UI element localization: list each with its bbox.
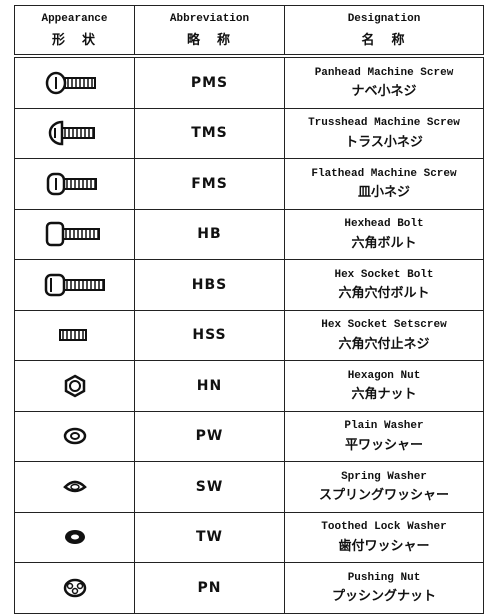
appearance-cell [14, 259, 135, 311]
part-icon [64, 374, 85, 398]
part-icon [63, 428, 86, 445]
table-row: TMS Trusshead Machine Screw トラス小ネジ [14, 107, 484, 159]
abbreviation-cell: TW [134, 511, 285, 563]
designation-jp: 平ワッシャー [344, 436, 423, 452]
designation-en: Hexhead Bolt [344, 218, 424, 231]
table-row: SW Spring Washer スプリングワッシャー [14, 461, 484, 513]
header-row: Appearance 形 状 Abbreviation 略 称 Designatio… [14, 5, 484, 58]
appearance-cell [14, 410, 135, 462]
designation-jp: 六角穴付止ネジ [338, 335, 430, 351]
table-row: PW Plain Washer 平ワッシャー [14, 410, 484, 462]
designation-en: Flathead Machine Screw [311, 167, 457, 180]
designation-cell: Flathead Machine Screw 皿小ネジ [284, 158, 484, 210]
header-text: Appearance [41, 12, 108, 25]
appearance-cell [14, 158, 135, 210]
table-row: HSS Hex Socket Setscrew 六角穴付止ネジ [14, 309, 484, 361]
table-row: TW Toothed Lock Washer 歯付ワッシャー [14, 511, 484, 563]
designation-en: Panhead Machine Screw [314, 66, 454, 79]
table-row: PN Pushing Nut プッシングナット [14, 562, 484, 614]
designation-cell: Plain Washer 平ワッシャー [284, 410, 484, 462]
abbreviation-cell: HB [134, 208, 285, 260]
designation-en: Hex Socket Setscrew [321, 319, 447, 332]
parts-table: Appearance 形 状 Abbreviation 略 称 Designatio… [14, 5, 484, 614]
table-row: PMS Panhead Machine Screw ナベ小ネジ [14, 55, 484, 109]
header-text: Abbreviation [169, 12, 250, 25]
abbreviation-cell: FMS [134, 158, 285, 210]
abbreviation-cell: PMS [134, 55, 285, 109]
header-cell: Abbreviation 略 称 [134, 5, 285, 58]
designation-en: Trusshead Machine Screw [308, 117, 460, 130]
designation-jp: 六角ボルト [351, 234, 417, 250]
designation-cell: Hex Socket Setscrew 六角穴付止ネジ [284, 309, 484, 361]
abbreviation-cell: HN [134, 360, 285, 412]
designation-en: Hex Socket Bolt [334, 268, 434, 281]
part-icon [45, 71, 96, 94]
designation-jp: 六角穴付ボルト [338, 285, 430, 301]
part-icon [48, 120, 95, 146]
table-row: HN Hexagon Nut 六角ナット [14, 360, 484, 412]
header-cell: Appearance 形 状 [14, 5, 135, 58]
part-icon [46, 172, 97, 195]
designation-jp: ナベ小ネジ [351, 83, 417, 99]
header-text: 名 称 [361, 31, 407, 47]
appearance-cell [14, 360, 135, 412]
abbreviation-cell: PW [134, 410, 285, 462]
header-text: 略 称 [186, 31, 232, 47]
header-cell: Designation 名 称 [284, 5, 484, 58]
table-row: HB Hexhead Bolt 六角ボルト [14, 208, 484, 260]
designation-cell: Panhead Machine Screw ナベ小ネジ [284, 55, 484, 109]
designation-cell: Pushing Nut プッシングナット [284, 562, 484, 614]
table-body: PMS Panhead Machine Screw ナベ小ネジ TMS Trusshea… [14, 55, 484, 614]
appearance-cell [14, 309, 135, 361]
designation-en: Toothed Lock Washer [321, 521, 447, 534]
designation-cell: Hex Socket Bolt 六角穴付ボルト [284, 259, 484, 311]
table-row: FMS Flathead Machine Screw 皿小ネジ [14, 158, 484, 210]
header-text: 形 状 [51, 31, 97, 47]
designation-en: Spring Washer [341, 470, 427, 483]
part-icon [64, 530, 85, 545]
designation-jp: 歯付ワッシャー [338, 537, 430, 553]
appearance-cell [14, 208, 135, 260]
abbreviation-cell: SW [134, 461, 285, 513]
part-icon [45, 222, 100, 247]
part-icon [62, 480, 87, 492]
designation-cell: Toothed Lock Washer 歯付ワッシャー [284, 511, 484, 563]
designation-jp: スプリングワッシャー [318, 487, 449, 503]
appearance-cell [14, 55, 135, 109]
abbreviation-cell: PN [134, 562, 285, 614]
abbreviation-cell: HSS [134, 309, 285, 361]
appearance-cell [14, 562, 135, 614]
appearance-cell [14, 107, 135, 159]
appearance-cell [14, 461, 135, 513]
part-icon [44, 273, 105, 296]
designation-jp: 皿小ネジ [357, 184, 410, 200]
header-text: Designation [347, 12, 421, 25]
designation-en: Hexagon Nut [347, 369, 421, 382]
designation-jp: プッシングナット [331, 588, 436, 604]
table-row: HBS Hex Socket Bolt 六角穴付ボルト [14, 259, 484, 311]
designation-jp: トラス小ネジ [345, 133, 423, 149]
designation-cell: Trusshead Machine Screw トラス小ネジ [284, 107, 484, 159]
designation-cell: Hexagon Nut 六角ナット [284, 360, 484, 412]
designation-en: Pushing Nut [347, 571, 421, 584]
part-icon [63, 578, 86, 597]
part-icon [58, 329, 87, 342]
designation-jp: 六角ナット [351, 386, 417, 402]
abbreviation-cell: HBS [134, 259, 285, 311]
abbreviation-cell: TMS [134, 107, 285, 159]
designation-cell: Hexhead Bolt 六角ボルト [284, 208, 484, 260]
appearance-cell [14, 511, 135, 563]
designation-cell: Spring Washer スプリングワッシャー [284, 461, 484, 513]
designation-en: Plain Washer [344, 420, 424, 433]
